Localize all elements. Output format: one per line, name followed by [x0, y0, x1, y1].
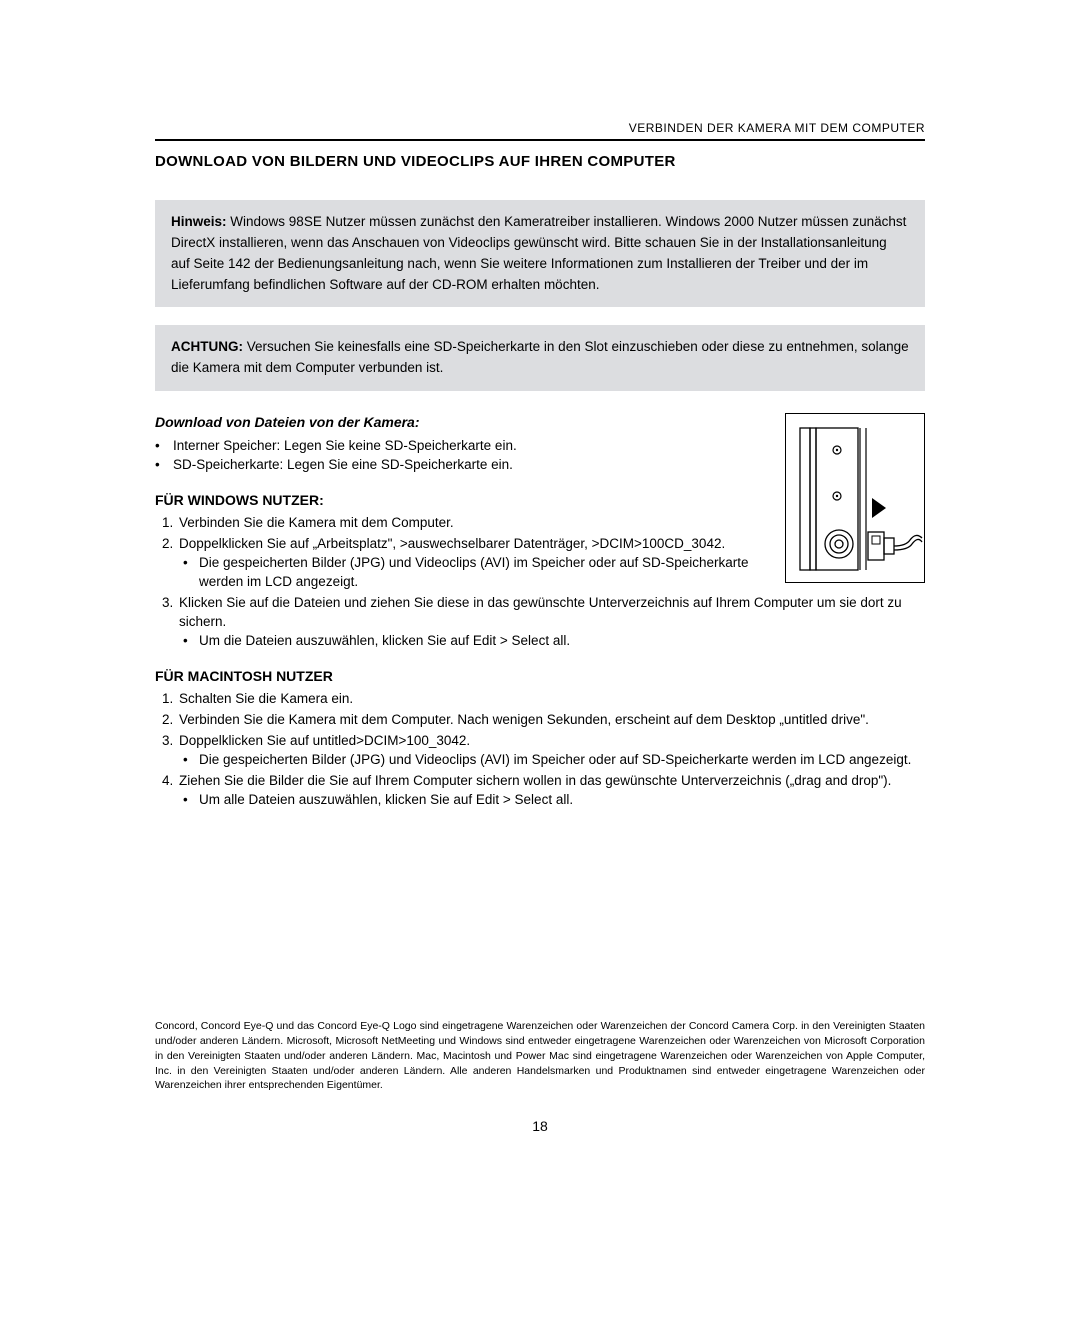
list-item: Doppelklicken Sie auf „Arbeitsplatz", >a… [177, 535, 767, 592]
step-text: Doppelklicken Sie auf untitled>DCIM>100_… [179, 733, 470, 748]
download-list: Interner Speicher: Legen Sie keine SD-Sp… [155, 437, 745, 475]
achtung-text: Versuchen Sie keinesfalls eine SD-Speich… [171, 339, 909, 375]
step-text: Ziehen Sie die Bilder die Sie auf Ihrem … [179, 773, 891, 788]
list-item: Klicken Sie auf die Dateien und ziehen S… [177, 594, 925, 651]
hinweis-text: Windows 98SE Nutzer müssen zunächst den … [171, 214, 906, 292]
trademark-notice: Concord, Concord Eye-Q und das Concord E… [155, 1019, 925, 1092]
hinweis-box: Hinweis: Windows 98SE Nutzer müssen zunä… [155, 200, 925, 308]
mac-steps: Schalten Sie die Kamera ein. Verbinden S… [155, 690, 925, 809]
page-number: 18 [155, 1117, 925, 1137]
achtung-box: ACHTUNG: Versuchen Sie keinesfalls eine … [155, 325, 925, 391]
list-item: Doppelklicken Sie auf untitled>DCIM>100_… [177, 732, 925, 770]
list-item: Um alle Dateien auszuwählen, klicken Sie… [199, 791, 925, 810]
camera-connection-diagram [785, 413, 925, 583]
section-label: VERBINDEN DER KAMERA MIT DEM COMPUTER [155, 120, 925, 141]
list-item: SD-Speicherkarte: Legen Sie eine SD-Spei… [173, 456, 745, 475]
step-text: Klicken Sie auf die Dateien und ziehen S… [179, 595, 902, 629]
list-item: Die gespeicherten Bilder (JPG) und Video… [199, 751, 925, 770]
list-item: Interner Speicher: Legen Sie keine SD-Sp… [173, 437, 745, 456]
hinweis-label: Hinweis: [171, 214, 227, 229]
list-item: Schalten Sie die Kamera ein. [177, 690, 925, 709]
list-item: Verbinden Sie die Kamera mit dem Compute… [177, 711, 925, 730]
list-item: Um die Dateien auszuwählen, klicken Sie … [199, 632, 925, 651]
page-title: DOWNLOAD VON BILDERN UND VIDEOCLIPS AUF … [155, 151, 925, 172]
list-item: Verbinden Sie die Kamera mit dem Compute… [177, 514, 767, 533]
achtung-label: ACHTUNG: [171, 339, 243, 354]
mac-title: FÜR MACINTOSH NUTZER [155, 667, 925, 687]
list-item: Die gespeicherten Bilder (JPG) und Video… [199, 554, 767, 592]
step-text: Doppelklicken Sie auf „Arbeitsplatz", >a… [179, 536, 725, 551]
list-item: Ziehen Sie die Bilder die Sie auf Ihrem … [177, 772, 925, 810]
